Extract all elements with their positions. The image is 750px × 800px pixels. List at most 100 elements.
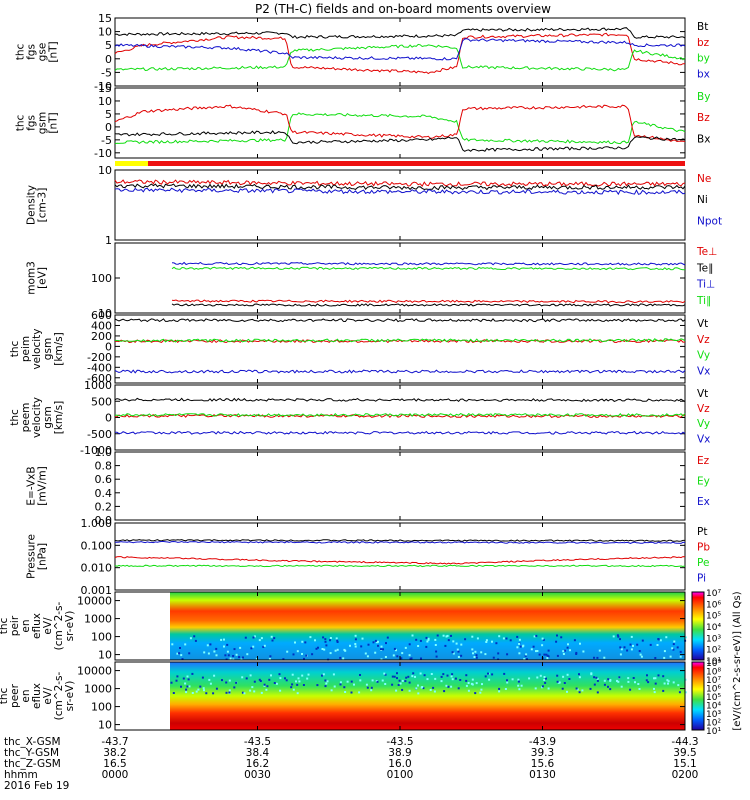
- series-Bz: [114, 104, 686, 143]
- heatmap-speck: [504, 688, 507, 690]
- heatmap-speck: [195, 690, 198, 693]
- legend-label: Ex: [697, 496, 710, 508]
- y-tick-label: 10: [98, 649, 112, 662]
- heatmap-speck: [538, 653, 541, 656]
- heatmap-speck: [447, 685, 450, 688]
- heatmap-speck: [607, 678, 610, 681]
- heatmap-speck: [530, 648, 533, 651]
- heatmap-fill: [170, 662, 685, 730]
- heatmap-speck: [294, 641, 296, 644]
- heatmap-speck: [653, 677, 655, 680]
- legend-label: Ni: [697, 194, 708, 206]
- heatmap-speck: [398, 679, 401, 682]
- heatmap-speck: [225, 691, 228, 694]
- heatmap-speck: [503, 672, 506, 675]
- heatmap-speck: [666, 679, 669, 682]
- heatmap-speck: [506, 681, 509, 684]
- heatmap-speck: [616, 679, 618, 682]
- heatmap-speck: [176, 675, 179, 678]
- heatmap-speck: [426, 640, 429, 643]
- y-axis-label: mom3: [26, 261, 38, 295]
- y-axis-label: fgs: [26, 115, 38, 131]
- y-axis-label: velocity: [31, 397, 43, 438]
- heatmap-speck: [475, 656, 478, 659]
- heatmap-speck: [306, 677, 309, 680]
- heatmap-speck: [618, 676, 621, 679]
- heatmap-speck: [556, 680, 559, 683]
- heatmap-speck: [393, 675, 396, 678]
- y-tick-label: -500: [87, 428, 112, 441]
- heatmap-speck: [381, 679, 384, 682]
- y-tick-label: 100: [91, 631, 112, 644]
- cbar-top-tick: 10³: [706, 634, 721, 644]
- cbar-top-tick: 10⁶: [706, 600, 721, 610]
- heatmap-speck: [401, 679, 404, 682]
- series-Vx: [114, 369, 686, 374]
- heatmap-speck: [330, 689, 333, 692]
- heatmap-speck: [372, 641, 375, 644]
- heatmap-speck: [364, 652, 367, 655]
- heatmap-speck: [209, 643, 212, 646]
- y-axis-label: [nT]: [48, 112, 60, 133]
- y-axis-label: thc: [9, 409, 21, 426]
- series-Te⊥: [171, 299, 686, 304]
- heatmap-speck: [543, 676, 546, 678]
- legend-label: By: [697, 91, 710, 103]
- heatmap-speck: [684, 691, 687, 694]
- heatmap-speck: [298, 680, 301, 683]
- heatmap-speck: [425, 645, 428, 648]
- heatmap-speck: [450, 675, 453, 678]
- heatmap-speck: [411, 675, 414, 678]
- heatmap-speck: [541, 644, 544, 647]
- x-row-label: hhmm: [4, 769, 38, 781]
- heatmap-speck: [249, 689, 252, 692]
- heatmap-speck: [344, 649, 347, 652]
- series-Te∥: [171, 303, 686, 307]
- heatmap-speck: [401, 652, 404, 655]
- heatmap-speck: [329, 639, 331, 642]
- heatmap-speck: [225, 681, 228, 684]
- heatmap-speck: [578, 691, 581, 694]
- heatmap-speck: [440, 675, 443, 678]
- heatmap-speck: [228, 689, 231, 692]
- heatmap-speck: [532, 645, 535, 648]
- heatmap-speck: [421, 686, 424, 688]
- heatmap-speck: [638, 688, 641, 690]
- heatmap-speck: [353, 683, 355, 686]
- heatmap-speck: [205, 692, 208, 695]
- heatmap-speck: [408, 681, 411, 684]
- y-axis-label: (cm^2-s-: [53, 601, 65, 650]
- heatmap-speck: [307, 673, 310, 676]
- heatmap-speck: [391, 675, 394, 678]
- panel-temperature: 100 10 mom3 [eV] Te⊥ Te∥ Ti⊥ Ti∥: [26, 242, 717, 320]
- heatmap-speck: [408, 654, 411, 657]
- heatmap-speck: [366, 686, 369, 689]
- heatmap-speck: [491, 640, 493, 643]
- legend-label: Te⊥: [696, 246, 717, 258]
- y-tick-label: 0: [105, 412, 112, 425]
- heatmap-speck: [207, 652, 210, 655]
- heatmap-speck: [445, 635, 448, 638]
- heatmap-speck: [520, 684, 523, 687]
- cbar-bottom-tick: 10¹: [706, 727, 721, 737]
- heatmap-speck: [175, 679, 178, 682]
- y-tick-label: -400: [87, 361, 112, 374]
- series-Vt: [114, 397, 686, 402]
- heatmap-speck: [334, 649, 337, 652]
- heatmap-speck: [172, 692, 175, 694]
- y-tick-label: 0: [105, 340, 112, 353]
- heatmap-speck: [518, 652, 521, 655]
- series-Vy: [114, 338, 686, 343]
- x-column-value: 15.6: [531, 758, 555, 770]
- heatmap-speck: [667, 682, 669, 685]
- heatmap-speck: [432, 686, 435, 689]
- x-column-value: -43.5: [386, 736, 413, 748]
- heatmap-speck: [620, 648, 623, 651]
- heatmap-speck: [419, 672, 422, 675]
- cbar-bottom-tick: 10⁶: [706, 685, 721, 695]
- heatmap-speck: [566, 690, 568, 693]
- heatmap-speck: [637, 683, 640, 685]
- heatmap-speck: [451, 651, 454, 654]
- colorbar-label: [eV/(cm^2-s-sr-eV)] (All Qs): [732, 591, 743, 730]
